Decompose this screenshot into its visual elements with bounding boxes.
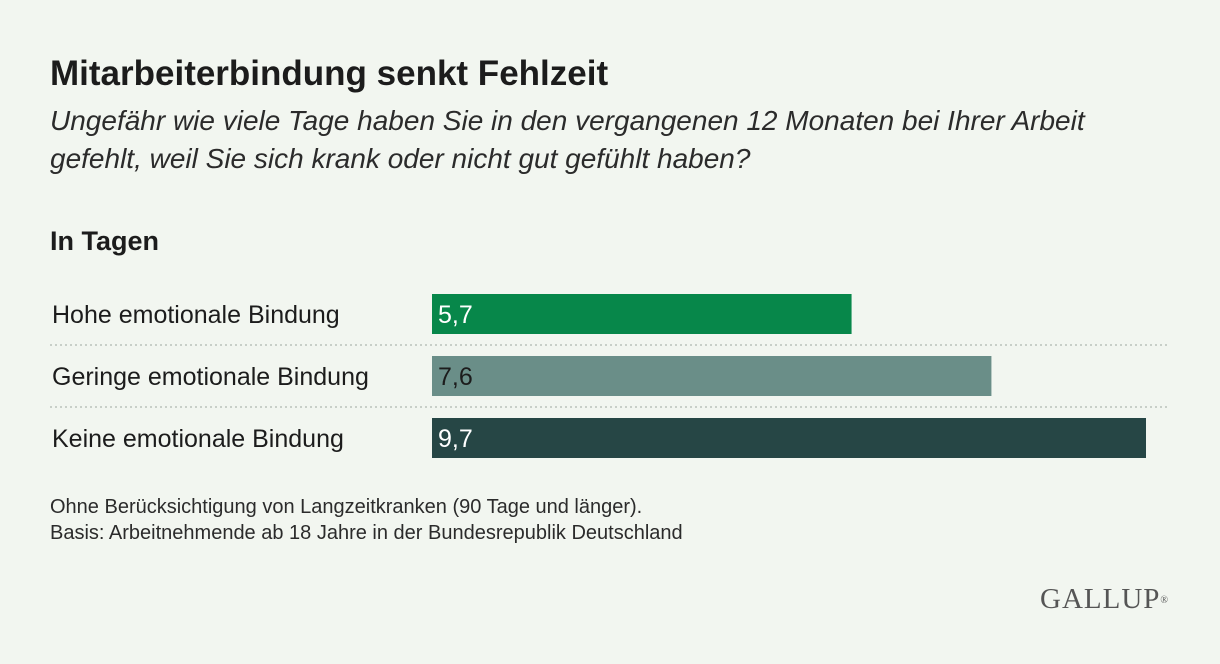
- category-label: Geringe emotionale Bindung: [52, 363, 369, 391]
- bar-chart: Hohe emotionale Bindung 5,7 Geringe emotio…: [50, 294, 1168, 458]
- registered-mark: ®: [1160, 595, 1168, 606]
- bar: [432, 418, 1146, 458]
- unit-label: In Tagen: [50, 226, 160, 256]
- category-label: Hohe emotionale Bindung: [52, 301, 340, 329]
- value-label: 9,7: [438, 425, 473, 453]
- value-label: 7,6: [438, 363, 473, 391]
- footnote-line: Ohne Berücksichtigung von Langzeitkranke…: [50, 496, 643, 518]
- logo-text: GALLUP: [1040, 583, 1161, 615]
- bar: [432, 294, 852, 334]
- bar: [432, 356, 992, 396]
- category-label: Keine emotionale Bindung: [52, 425, 344, 453]
- chart-subtitle: Ungefähr wie viele Tage haben Sie in den…: [50, 105, 1085, 174]
- gallup-logo: GALLUP®: [1040, 584, 1168, 614]
- value-label: 5,7: [438, 301, 473, 329]
- footnotes: Ohne Berücksichtigung von Langzeitkranke…: [50, 494, 683, 546]
- footnote-line: Basis: Arbeitnehmende ab 18 Jahre in der…: [50, 522, 683, 544]
- chart-title: Mitarbeiterbindung senkt Fehlzeit: [50, 54, 609, 93]
